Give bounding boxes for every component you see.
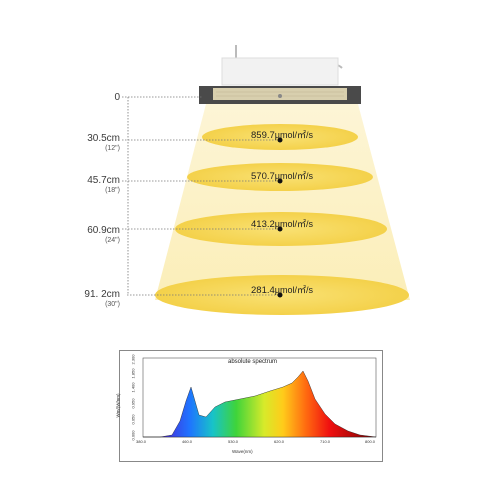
light-fixture [199,86,361,104]
x-tick-800: 800.0 [365,439,376,444]
x-tick-710: 710.0 [320,439,331,444]
distance-label-91: 91. 2cm (30") [84,289,120,308]
spectrum-svg [142,357,377,438]
x-tick-460: 460.0 [182,439,193,444]
distance-label-45: 45.7cm (18") [87,175,120,194]
spectrum-title: absolute spectrum [228,359,278,365]
y-tick-3: 1.400 [130,382,136,393]
y-tick-2: 0.950 [130,398,136,409]
distance-label-60: 60.9cm (24") [87,225,120,244]
center-dot-3 [277,226,283,232]
spectrum-xlabel: Wave(nm) [232,449,253,454]
coverage-ellipse-1 [202,124,358,150]
distance-label-30: 30.5cm (12") [87,133,120,152]
center-dot-1 [277,137,283,143]
center-dot-4 [277,292,283,298]
spectrum-ylabel: Wm/(W/nm) [115,393,121,418]
y-tick-1: 0.050 [130,414,136,425]
guide-lines [122,96,280,296]
light-beam [155,104,410,300]
x-tick-530: 530.0 [228,439,239,444]
ppfd-reading-4: 281.4μmol/㎡/s [251,285,313,296]
x-tick-620: 620.0 [274,439,285,444]
y-tick-0: 0.000 [130,430,136,441]
x-tick-380: 380.0 [136,439,147,444]
ppfd-reading-1: 859.7μmol/㎡/s [251,130,313,141]
spectrum-curve [143,370,377,438]
y-tick-4: 1.850 [130,368,136,379]
y-tick-5: 2.300 [130,354,136,365]
coverage-ellipse-2 [187,163,373,191]
hanger-icon [221,45,343,86]
center-dot-2 [277,178,283,184]
ppfd-reading-3: 413.2μmol/㎡/s [251,219,313,230]
spectrum-chart: absolute spectrum Wave(nm) Wm/(W/nm) 380… [115,350,383,462]
ppfd-reading-2: 570.7μmol/㎡/s [251,171,313,182]
distance-label-0: 0 [114,92,120,103]
